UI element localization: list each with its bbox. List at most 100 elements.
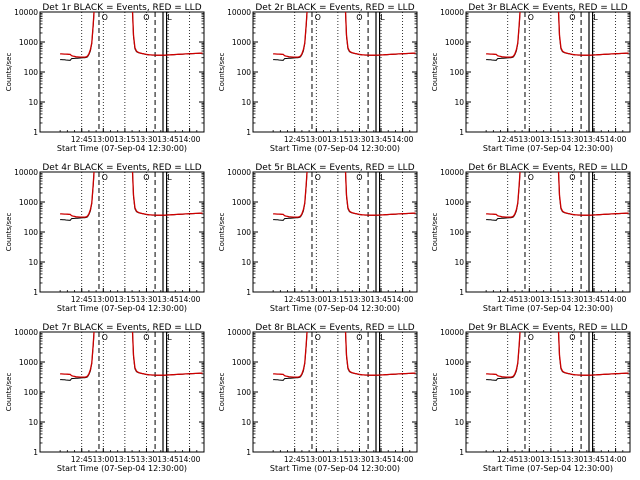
x-tick-label: 12:45 bbox=[497, 455, 519, 464]
plot-frame bbox=[252, 171, 418, 293]
x-tick-label: 13:00 bbox=[518, 295, 540, 304]
series-group bbox=[60, 172, 203, 221]
top-annotation: O bbox=[143, 13, 149, 22]
panel-title: Det 3r BLACK = Events, RED = LLD bbox=[468, 3, 627, 13]
top-annotation: O bbox=[528, 173, 534, 182]
y-tick-label: 100 bbox=[24, 228, 39, 237]
series-line-lld bbox=[273, 12, 416, 58]
x-tick-label: 13:00 bbox=[518, 455, 540, 464]
x-tick-label: 13:15 bbox=[114, 295, 136, 304]
panel-title: Det 1r BLACK = Events, RED = LLD bbox=[42, 3, 201, 13]
x-tick-label: 13:45 bbox=[370, 295, 392, 304]
x-tick-label: 13:00 bbox=[92, 295, 114, 304]
panel-4: Det 4r BLACK = Events, RED = LLD 1 10 100 10… bbox=[5, 163, 205, 313]
top-annotation: O bbox=[528, 333, 534, 342]
top-annotation: O bbox=[569, 173, 575, 182]
series-line-lld bbox=[60, 12, 203, 58]
y-tick-label: 10000 bbox=[440, 328, 464, 337]
x-tick-label: 12:45 bbox=[71, 455, 93, 464]
y-tick-label: 100 bbox=[450, 388, 465, 397]
x-axis-label: Start Time (07-Sep-04 12:30:00) bbox=[57, 464, 187, 473]
y-tick-label: 10000 bbox=[14, 8, 38, 17]
x-tick-label: 13:15 bbox=[327, 135, 349, 144]
y-tick-label: 10 bbox=[454, 258, 464, 267]
plot-frame bbox=[465, 331, 631, 453]
x-tick-label: 13:45 bbox=[157, 295, 179, 304]
x-axis-label: Start Time (07-Sep-04 12:30:00) bbox=[270, 144, 400, 153]
y-tick-label: 10 bbox=[28, 98, 38, 107]
series-group bbox=[486, 12, 629, 61]
y-tick-label: 1000 bbox=[19, 38, 38, 47]
series-group bbox=[273, 172, 416, 221]
x-tick-label: 12:45 bbox=[497, 135, 519, 144]
top-annotation: O bbox=[102, 333, 108, 342]
panel-title: Det 9r BLACK = Events, RED = LLD bbox=[468, 323, 627, 333]
x-tick-label: 13:15 bbox=[540, 455, 562, 464]
x-tick-label: 13:45 bbox=[583, 135, 605, 144]
panel-2: Det 2r BLACK = Events, RED = LLD 1 10 100 10… bbox=[218, 3, 418, 153]
top-annotation: O bbox=[569, 13, 575, 22]
x-tick-label: 13:45 bbox=[370, 135, 392, 144]
panel-5: Det 5r BLACK = Events, RED = LLD 1 10 100 10… bbox=[218, 163, 418, 313]
y-tick-label: 1 bbox=[246, 128, 251, 137]
x-tick-label: 14:00 bbox=[392, 135, 414, 144]
y-tick-label: 1000 bbox=[232, 358, 251, 367]
panel-title: Det 7r BLACK = Events, RED = LLD bbox=[42, 323, 201, 333]
x-tick-label: 13:15 bbox=[114, 455, 136, 464]
y-axis-label: Counts/sec bbox=[431, 373, 439, 412]
top-annotation: O bbox=[356, 333, 362, 342]
y-tick-label: 1000 bbox=[19, 358, 38, 367]
x-tick-label: 14:00 bbox=[605, 135, 627, 144]
x-tick-label: 13:45 bbox=[370, 455, 392, 464]
x-tick-label: 12:45 bbox=[284, 455, 306, 464]
y-tick-label: 100 bbox=[24, 68, 39, 77]
x-axis-label: Start Time (07-Sep-04 12:30:00) bbox=[57, 304, 187, 313]
panel-8: Det 8r BLACK = Events, RED = LLD 1 10 100 10… bbox=[218, 323, 418, 473]
x-tick-label: 12:45 bbox=[71, 295, 93, 304]
x-tick-label: 12:45 bbox=[284, 295, 306, 304]
top-annotation: O bbox=[102, 173, 108, 182]
y-tick-label: 100 bbox=[237, 388, 252, 397]
top-annotation: O bbox=[528, 13, 534, 22]
series-line-lld bbox=[486, 332, 629, 378]
x-tick-label: 13:30 bbox=[136, 455, 158, 464]
x-axis-label: Start Time (07-Sep-04 12:30:00) bbox=[483, 144, 613, 153]
top-annotation: O bbox=[315, 173, 321, 182]
top-annotation: O bbox=[102, 13, 108, 22]
y-tick-label: 1 bbox=[246, 288, 251, 297]
y-tick-label: 1 bbox=[459, 288, 464, 297]
series-group bbox=[273, 332, 416, 381]
y-tick-label: 1 bbox=[33, 128, 38, 137]
series-line-lld bbox=[273, 332, 416, 378]
y-tick-label: 100 bbox=[24, 388, 39, 397]
x-tick-label: 13:15 bbox=[540, 135, 562, 144]
series-group bbox=[60, 332, 203, 381]
y-tick-label: 1000 bbox=[19, 198, 38, 207]
y-tick-label: 10000 bbox=[227, 328, 251, 337]
y-tick-label: 10 bbox=[241, 98, 251, 107]
plot-frame bbox=[39, 11, 205, 133]
x-tick-label: 12:45 bbox=[71, 135, 93, 144]
x-tick-label: 13:30 bbox=[562, 135, 584, 144]
y-axis-label: Counts/sec bbox=[218, 373, 226, 412]
x-tick-label: 13:00 bbox=[518, 135, 540, 144]
y-tick-label: 100 bbox=[237, 228, 252, 237]
x-tick-label: 13:45 bbox=[583, 295, 605, 304]
x-tick-label: 13:45 bbox=[157, 135, 179, 144]
y-tick-label: 10 bbox=[28, 418, 38, 427]
plot-frame bbox=[465, 11, 631, 133]
y-tick-label: 1000 bbox=[445, 38, 464, 47]
panel-title: Det 4r BLACK = Events, RED = LLD bbox=[42, 163, 201, 173]
top-annotation: L bbox=[380, 333, 385, 342]
x-tick-label: 14:00 bbox=[179, 295, 201, 304]
series-group bbox=[486, 172, 629, 221]
top-annotation: L bbox=[380, 173, 385, 182]
series-group bbox=[273, 12, 416, 61]
series-line-lld bbox=[60, 332, 203, 378]
top-annotation: O bbox=[356, 13, 362, 22]
y-tick-label: 1 bbox=[246, 448, 251, 457]
x-tick-label: 14:00 bbox=[605, 295, 627, 304]
x-axis-label: Start Time (07-Sep-04 12:30:00) bbox=[483, 304, 613, 313]
x-axis-label: Start Time (07-Sep-04 12:30:00) bbox=[483, 464, 613, 473]
y-tick-label: 10 bbox=[454, 418, 464, 427]
